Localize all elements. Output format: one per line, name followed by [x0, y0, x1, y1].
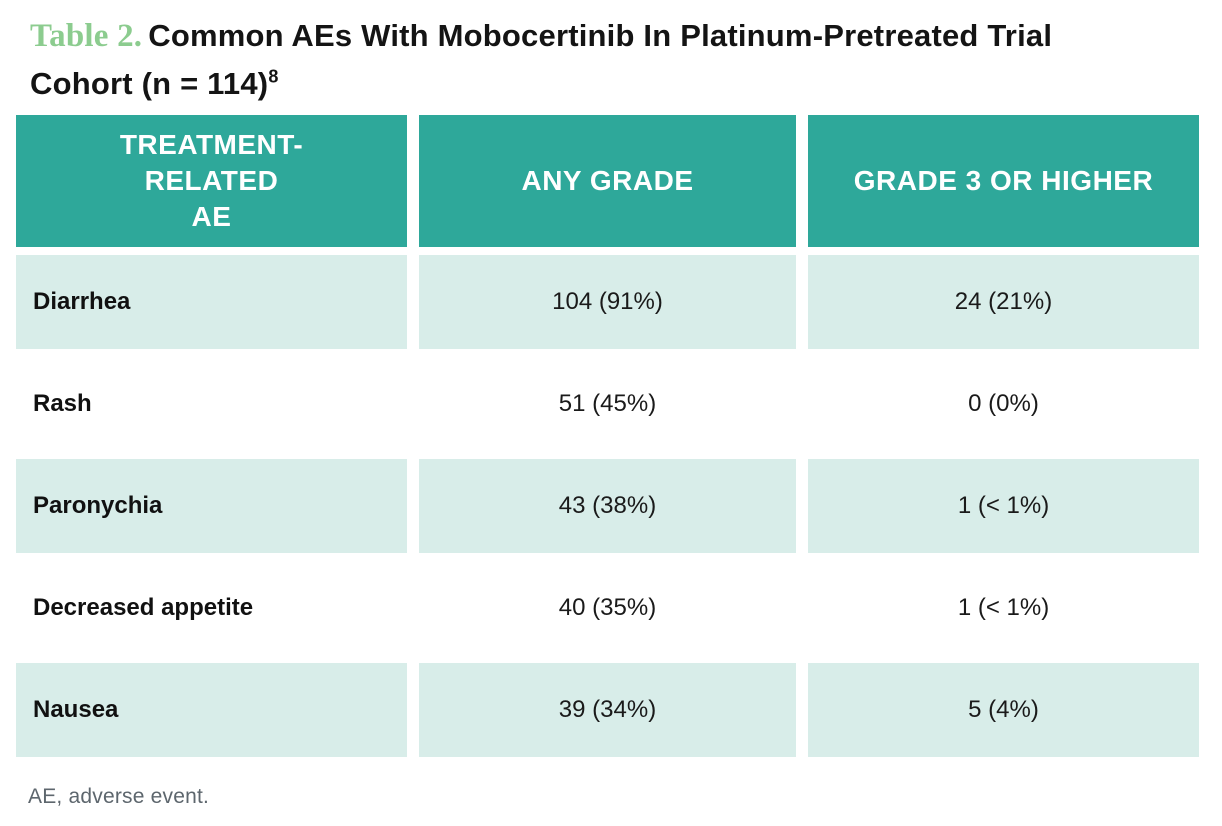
footnote: AE, adverse event.: [28, 785, 210, 808]
table-row-ae-name: Diarrhea: [16, 255, 407, 349]
table-row-any-grade: 40 (35%): [419, 561, 796, 655]
table-row-grade3: 0 (0%): [808, 357, 1199, 451]
table-title: Table 2. Common AEs With Mobocertinib In …: [30, 12, 1190, 107]
table-row-ae-name: Decreased appetite: [16, 561, 407, 655]
table-row-any-grade: 51 (45%): [419, 357, 796, 451]
table-row-any-grade: 43 (38%): [419, 459, 796, 553]
column-header-any-grade: ANY GRADE: [419, 115, 796, 247]
table-row-grade3: 5 (4%): [808, 663, 1199, 757]
adverse-events-table: TREATMENT- RELATED AE ANY GRADE GRADE 3 …: [16, 115, 1199, 757]
table-row-ae-name: Paronychia: [16, 459, 407, 553]
table-row-grade3: 1 (< 1%): [808, 459, 1199, 553]
table-number-label: Table 2.: [30, 18, 143, 54]
table-title-line2: Cohort (n = 114): [30, 66, 269, 101]
table-title-line1: Common AEs With Mobocertinib In Platinum…: [148, 18, 1053, 53]
table-row-any-grade: 104 (91%): [419, 255, 796, 349]
table-row-ae-name: Rash: [16, 357, 407, 451]
table-row-any-grade: 39 (34%): [419, 663, 796, 757]
table-row-grade3: 1 (< 1%): [808, 561, 1199, 655]
column-header-grade-3-or-higher: GRADE 3 OR HIGHER: [808, 115, 1199, 247]
column-header-treatment-related-ae: TREATMENT- RELATED AE: [16, 115, 407, 247]
table-row-ae-name: Nausea: [16, 663, 407, 757]
reference-superscript: 8: [268, 66, 279, 87]
table-row-grade3: 24 (21%): [808, 255, 1199, 349]
